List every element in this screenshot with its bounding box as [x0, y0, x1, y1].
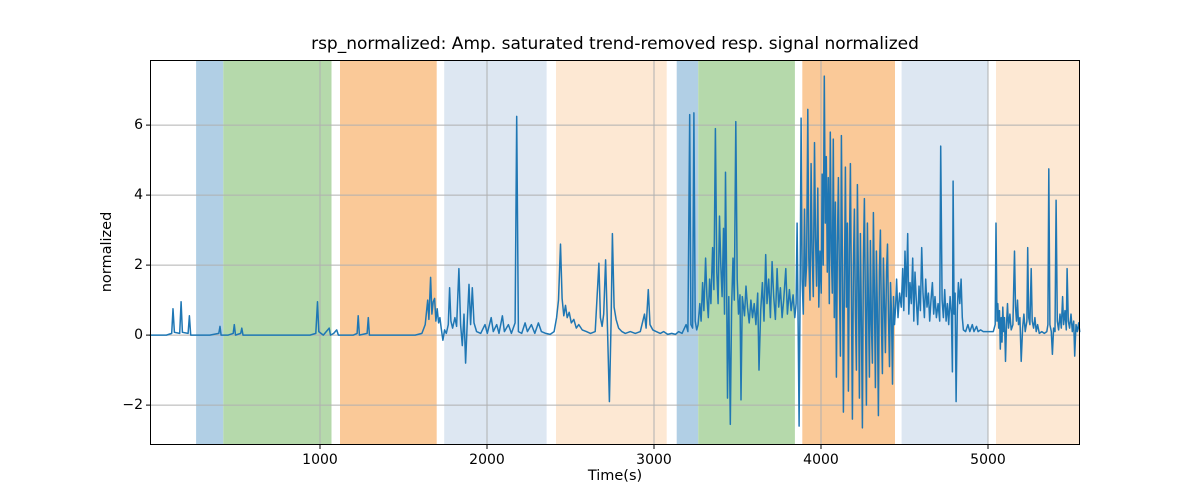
x-tick-label: 1000: [302, 452, 338, 468]
band-peach-2: [996, 60, 1080, 445]
band-lightblue-1: [444, 60, 547, 445]
chart-title: rsp_normalized: Amp. saturated trend-rem…: [311, 34, 919, 54]
y-tick-label: 6: [134, 117, 143, 134]
band-blue-1: [196, 60, 224, 445]
band-orange-1: [340, 60, 437, 445]
y-tick-label: −2: [122, 397, 143, 414]
x-tick-label: 5000: [970, 452, 1006, 468]
plot-area: [146, 60, 1081, 449]
y-tick-label: 4: [134, 187, 143, 204]
axes-spines: [150, 60, 1080, 445]
band-peach-1: [556, 60, 667, 445]
signal-line-chart: [146, 60, 1081, 449]
y-axis-label: normalized: [99, 211, 115, 293]
x-tick-label: 3000: [636, 452, 672, 468]
band-blue-2: [676, 60, 699, 445]
signal-polyline: [149, 75, 1081, 429]
band-green-1: [223, 60, 332, 445]
y-tick-label: 0: [134, 327, 143, 344]
x-tick-label: 2000: [469, 452, 505, 468]
x-axis-label: Time(s): [587, 468, 643, 484]
band-lightblue-2: [901, 60, 989, 445]
y-tick-label: 2: [134, 257, 143, 274]
x-tick-label: 4000: [803, 452, 839, 468]
